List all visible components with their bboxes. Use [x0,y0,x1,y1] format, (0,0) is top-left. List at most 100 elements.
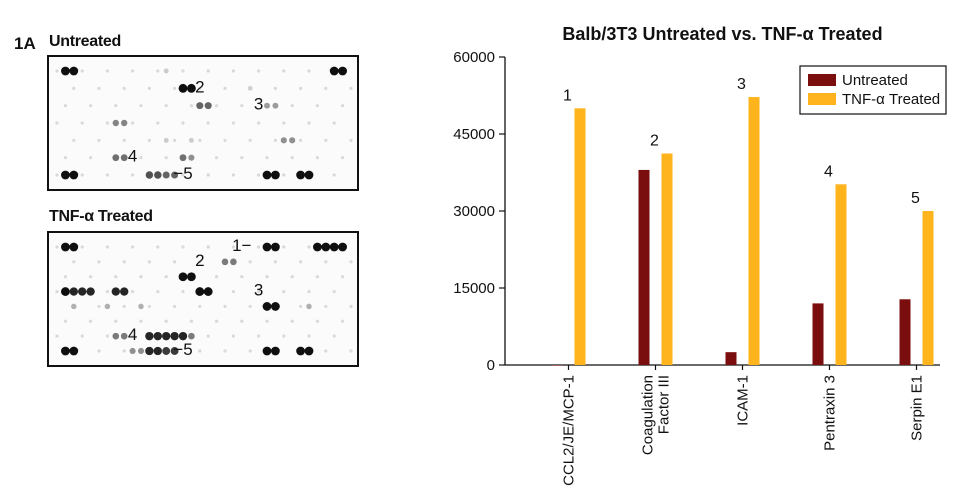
array-spot [154,171,162,179]
faint-spot [55,121,59,125]
array-spot [262,242,272,252]
faint-spot [147,260,151,264]
faint-spot [248,138,252,142]
array-spot [112,332,120,340]
faint-spot [122,138,126,142]
faint-spot [164,104,168,108]
faint-spot [324,304,328,309]
x-tick-label: CCL2/JE/MCP-1 [561,375,578,486]
x-tick-label-line: Pentraxin 3 [822,375,839,451]
spot-callout-label: 4 [128,147,137,166]
array-spot [188,154,195,161]
array-spot [247,85,253,91]
faint-spot [164,319,168,323]
bar-tnf-treated [748,97,760,365]
faint-spot [240,319,244,323]
array-spot [187,83,196,93]
faint-spot [206,69,210,73]
faint-spot [181,69,185,73]
x-tick-label-line: CCL2/JE/MCP-1 [561,375,578,486]
faint-spot [55,173,59,177]
faint-spot [122,86,126,90]
faint-spot [307,121,311,125]
bar-chart: Balb/3T3 Untreated vs. TNF-α Treated 0 150… [453,24,947,486]
faint-spot [349,260,353,264]
faint-spot [257,334,261,338]
treated-blot-title: TNF-α Treated [49,208,153,225]
array-spot [306,303,312,310]
array-spot [162,331,171,341]
array-spot [129,347,136,355]
faint-spot [97,86,101,90]
faint-spot [273,138,277,142]
x-tick-label: ICAM-1 [735,375,752,426]
faint-spot [105,289,109,294]
bar-untreated [812,303,824,365]
array-spot [171,171,179,179]
faint-spot [315,275,319,279]
array-spot [138,303,144,310]
faint-spot [198,304,202,309]
faint-spot [80,173,84,177]
faint-spot [231,121,235,125]
faint-spot [215,156,219,160]
array-spot [104,303,111,310]
array-spot [153,346,162,356]
y-tick-label: 60000 [453,49,495,66]
array-spot [61,346,70,356]
faint-spot [55,245,59,249]
faint-spot [80,334,84,338]
array-spot [69,170,79,180]
faint-spot [299,86,303,90]
array-spot [179,154,187,162]
spot-callout-label: 3 [254,95,263,114]
array-spot [329,66,339,76]
array-spot [61,170,70,180]
faint-spot [307,245,311,249]
array-spot [338,242,347,252]
faint-spot [290,319,294,323]
array-spot [163,68,169,74]
bar-number-label: 3 [737,76,746,93]
array-spot [112,154,120,162]
array-spot [178,83,188,93]
faint-spot [307,289,311,294]
array-spot [69,346,79,356]
array-spot [187,272,196,282]
faint-spot [257,121,261,125]
array-spot [170,347,179,355]
array-spot [120,332,128,340]
faint-spot [164,156,168,160]
bar-untreated [725,352,737,365]
faint-spot [215,319,219,323]
spot-callout-label: −5 [173,164,192,183]
faint-spot [131,173,135,177]
faint-spot [105,69,109,73]
array-spot [230,258,237,266]
faint-spot [349,86,353,90]
faint-spot [341,319,345,323]
faint-spot [198,138,202,142]
legend-swatch [808,93,836,105]
faint-spot [265,275,269,279]
array-spot [196,102,204,110]
faint-spot [282,121,286,125]
faint-spot [248,304,252,309]
faint-spot [164,275,168,279]
faint-spot [215,275,219,279]
faint-spot [189,319,193,323]
bar-tnf-treated [835,184,847,365]
array-spot [145,331,154,341]
array-spot [272,102,279,109]
faint-spot [139,275,143,279]
faint-spot [181,173,185,177]
array-spot [69,66,79,76]
faint-spot [349,138,353,142]
faint-spot [105,245,109,249]
chart-title: Balb/3T3 Untreated vs. TNF-α Treated [562,24,882,44]
faint-spot [105,121,109,125]
faint-spot [80,69,84,73]
array-spot [304,346,314,356]
bar-number-label: 5 [911,190,920,207]
array-spot [145,346,154,356]
